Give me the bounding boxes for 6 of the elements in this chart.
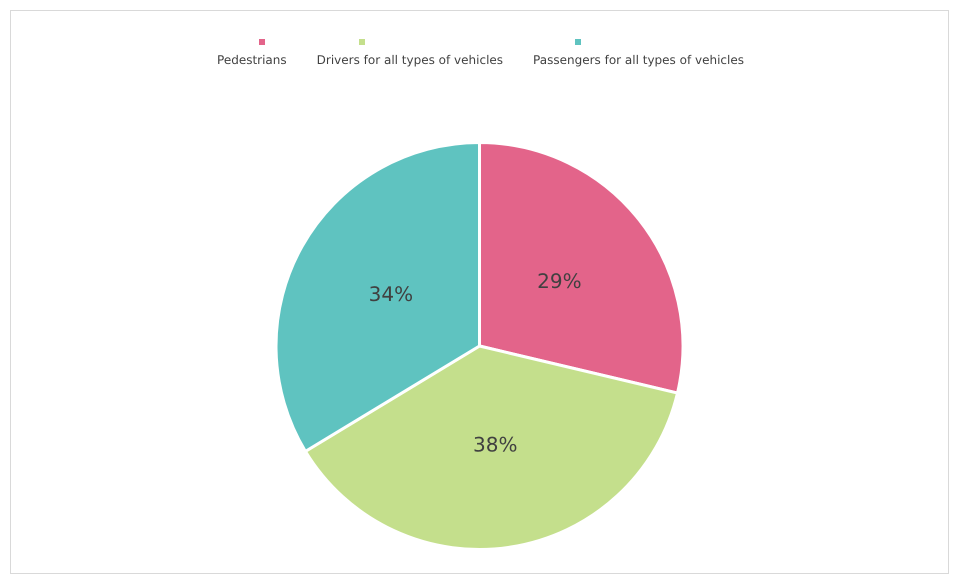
data-label: 38% xyxy=(473,432,518,457)
legend-label: Pedestrians xyxy=(217,53,287,67)
legend-label: Drivers for all types of vehicles xyxy=(316,53,504,67)
legend-label: Passengers for all types of vehicles xyxy=(533,53,744,67)
data-label: 29% xyxy=(537,269,582,294)
data-label: 34% xyxy=(368,282,414,306)
